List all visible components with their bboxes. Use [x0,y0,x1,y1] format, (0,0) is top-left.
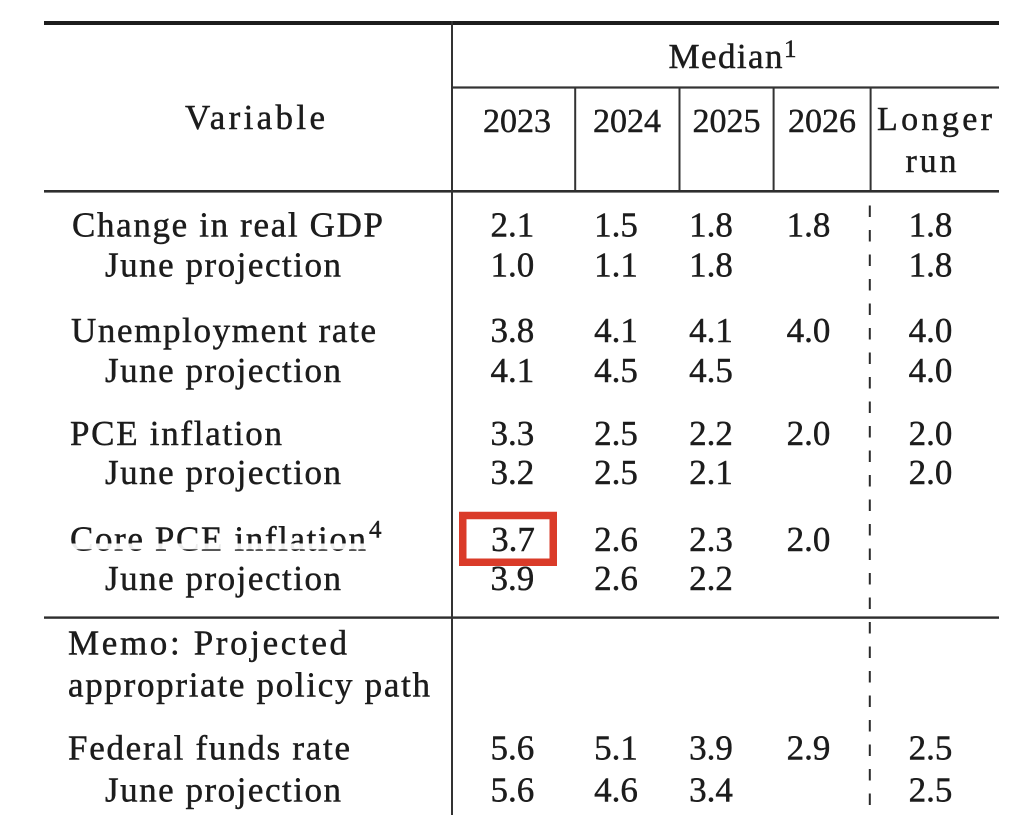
svg-text:3.9: 3.9 [689,729,733,768]
svg-text:1.8: 1.8 [689,246,733,285]
svg-text:2.5: 2.5 [594,453,638,492]
svg-text:1.8: 1.8 [909,206,953,245]
svg-text:Federal funds rate: Federal funds rate [68,729,350,768]
svg-text:1: 1 [784,36,797,63]
svg-text:Median: Median [669,37,783,76]
svg-text:2026: 2026 [788,103,856,140]
svg-text:June projection: June projection [105,559,341,598]
svg-text:1.1: 1.1 [594,246,638,285]
svg-text:2024: 2024 [593,103,661,140]
svg-text:Longer: Longer [877,101,993,138]
svg-text:3.8: 3.8 [491,311,535,350]
svg-text:June projection: June projection [105,246,341,285]
svg-text:2.1: 2.1 [491,206,535,245]
svg-text:4.0: 4.0 [787,311,831,350]
svg-text:2.0: 2.0 [909,414,953,453]
svg-text:5.1: 5.1 [594,729,638,768]
svg-text:2023: 2023 [483,103,551,140]
svg-text:2025: 2025 [693,103,761,140]
svg-text:3.3: 3.3 [491,414,535,453]
svg-text:2.2: 2.2 [689,559,733,598]
svg-text:Change in real GDP: Change in real GDP [72,206,383,245]
svg-text:appropriate policy path: appropriate policy path [68,666,431,705]
svg-text:June projection: June projection [105,771,341,810]
svg-text:2.0: 2.0 [787,520,831,559]
svg-text:2.0: 2.0 [909,453,953,492]
svg-text:3.4: 3.4 [689,771,733,810]
svg-text:June projection: June projection [105,351,341,390]
svg-text:2.2: 2.2 [689,414,733,453]
svg-text:4.5: 4.5 [594,351,638,390]
svg-text:1.8: 1.8 [909,246,953,285]
svg-text:2.5: 2.5 [909,729,953,768]
svg-text:Unemployment rate: Unemployment rate [71,311,376,350]
svg-text:4.5: 4.5 [689,351,733,390]
svg-text:3.9: 3.9 [491,559,535,598]
svg-text:Variable: Variable [185,98,325,137]
svg-text:1.8: 1.8 [689,206,733,245]
svg-text:4.1: 4.1 [491,351,535,390]
svg-text:2.5: 2.5 [909,771,953,810]
svg-text:5.6: 5.6 [491,771,535,810]
svg-text:5.6: 5.6 [491,729,535,768]
svg-text:4.1: 4.1 [594,311,638,350]
svg-text:June projection: June projection [105,453,341,492]
svg-text:run: run [906,143,957,180]
svg-text:2.3: 2.3 [689,520,733,559]
svg-text:4.6: 4.6 [594,771,638,810]
svg-text:2.5: 2.5 [594,414,638,453]
svg-text:4.1: 4.1 [689,311,733,350]
svg-text:Core PCE inflation: Core PCE inflation [70,520,366,559]
svg-text:2.9: 2.9 [787,729,831,768]
svg-text:2.6: 2.6 [594,559,638,598]
svg-text:2.0: 2.0 [787,414,831,453]
svg-text:1.8: 1.8 [787,206,831,245]
svg-text:PCE inflation: PCE inflation [70,414,282,453]
svg-text:4.0: 4.0 [909,311,953,350]
svg-text:3.2: 3.2 [491,453,535,492]
svg-text:Memo: Projected: Memo: Projected [68,624,348,663]
svg-text:2.6: 2.6 [594,520,638,559]
svg-text:4.0: 4.0 [909,351,953,390]
svg-text:3.7: 3.7 [491,520,535,559]
svg-text:4: 4 [369,517,382,544]
svg-text:2.1: 2.1 [689,453,733,492]
svg-text:1.0: 1.0 [491,246,535,285]
svg-text:1.5: 1.5 [594,206,638,245]
